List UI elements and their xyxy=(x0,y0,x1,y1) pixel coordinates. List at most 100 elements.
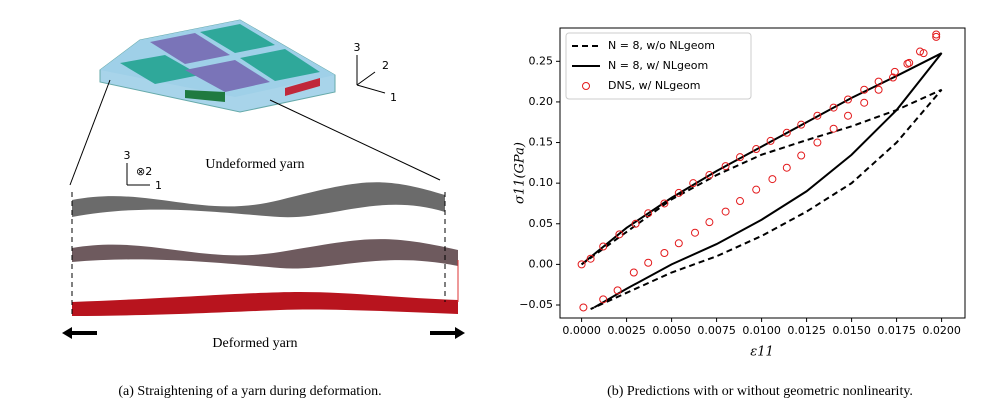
y-tick-label: 0.05 xyxy=(529,217,554,230)
data-point xyxy=(629,268,638,277)
x-tick-label: 0.0175 xyxy=(877,324,916,337)
yarn-intermediate xyxy=(72,239,458,269)
x-axis-label: ε11 xyxy=(750,345,774,360)
data-point xyxy=(736,197,744,206)
data-point xyxy=(932,30,941,39)
yarn-edge xyxy=(185,90,225,102)
data-point xyxy=(797,151,806,160)
data-point xyxy=(644,258,653,267)
data-point xyxy=(705,171,714,180)
y-tick-label: 0.25 xyxy=(529,54,554,67)
data-point xyxy=(768,175,777,184)
data-point xyxy=(874,85,883,94)
data-point xyxy=(599,242,608,251)
data-point xyxy=(860,85,869,94)
data-point xyxy=(586,254,595,263)
caption: (a) Straightening of a yarn during defor… xyxy=(118,384,381,399)
data-point xyxy=(579,303,588,312)
zoom-line xyxy=(269,99,441,181)
axis-glyph-label: 1 xyxy=(155,179,162,192)
undeformed-label: Undeformed yarn xyxy=(205,157,304,172)
caption: (b) Predictions with or without geometri… xyxy=(607,384,913,399)
yarn-edge xyxy=(285,78,320,96)
data-point xyxy=(844,95,852,104)
data-point xyxy=(874,77,883,86)
data-point xyxy=(919,49,928,58)
deformed-label: Deformed yarn xyxy=(212,336,297,351)
legend-label: N = 8, w/ NLgeom xyxy=(608,59,708,72)
x-tick-label: 0.0150 xyxy=(832,324,871,337)
data-point xyxy=(615,230,624,239)
x-tick-label: 0.0100 xyxy=(742,324,781,337)
data-point xyxy=(813,111,822,120)
data-point xyxy=(736,153,744,162)
data-point xyxy=(860,98,869,107)
data-point xyxy=(797,120,806,129)
yarn-patch xyxy=(150,33,230,64)
y-axis-label: σ11(GPa) xyxy=(513,142,528,204)
x-tick-label: 0.0000 xyxy=(562,324,601,337)
data-point xyxy=(691,228,699,237)
y-tick-label: 0.20 xyxy=(529,95,554,108)
data-point xyxy=(721,207,730,216)
axis-glyph-label: 3 xyxy=(354,41,361,54)
y-tick-label: 0.15 xyxy=(529,136,554,149)
data-point xyxy=(782,163,791,172)
illustration: 3 2 1 3 ⊗2 1 Undeformed yarn Deformed ya… xyxy=(62,19,465,351)
axis-glyph-label: 1 xyxy=(390,91,397,104)
data-point xyxy=(932,32,941,41)
legend-box xyxy=(565,32,752,100)
data-point xyxy=(890,67,899,76)
data-point xyxy=(752,185,761,194)
data-point xyxy=(829,124,838,133)
legend-label: DNS, w/ NLgeom xyxy=(608,79,700,92)
data-point xyxy=(916,47,924,56)
data-point xyxy=(644,209,653,218)
data-point xyxy=(844,111,852,120)
data-point xyxy=(813,138,822,147)
x-tick-label: 0.0200 xyxy=(922,324,961,337)
yarn-patch xyxy=(240,49,320,81)
yarn-deformed xyxy=(72,292,458,316)
data-point xyxy=(577,260,586,269)
x-tick-label: 0.0075 xyxy=(697,324,736,337)
axes-glyph xyxy=(126,55,386,186)
data-point xyxy=(829,103,838,112)
data-point xyxy=(752,145,761,154)
data-point xyxy=(613,286,622,295)
data-point xyxy=(889,73,897,82)
data-point xyxy=(674,239,683,248)
data-point xyxy=(766,136,775,145)
legend-label: N = 8, w/o NLgeom xyxy=(608,39,715,52)
legend-marker xyxy=(582,82,590,90)
axis-glyph-label: 3 xyxy=(124,149,131,162)
x-tick-label: 0.0050 xyxy=(652,324,691,337)
yarn-patch xyxy=(200,24,275,53)
y-tick-label: 0.00 xyxy=(529,257,554,270)
force-arrow xyxy=(62,327,97,339)
data-point xyxy=(782,128,791,137)
data-point xyxy=(631,219,640,228)
y-tick-label: 0.10 xyxy=(529,176,554,189)
plot-frame xyxy=(559,27,966,319)
yarn-patch xyxy=(120,55,200,84)
x-tick-label: 0.0025 xyxy=(607,324,646,337)
axis-glyph-label: 2 xyxy=(382,59,389,72)
line xyxy=(581,88,943,310)
data-point xyxy=(689,179,698,188)
data-point xyxy=(599,295,608,304)
yarn-undeformed xyxy=(72,182,445,218)
data-point xyxy=(721,162,730,171)
x-tick-label: 0.0125 xyxy=(787,324,826,337)
data-point xyxy=(705,218,714,227)
force-arrow xyxy=(430,327,465,339)
data-point xyxy=(660,249,669,258)
axis-glyph-label: ⊗2 xyxy=(136,165,152,178)
data-point xyxy=(674,188,683,197)
yarn-patch xyxy=(185,60,270,92)
line xyxy=(580,52,943,309)
data-point xyxy=(660,199,669,208)
zoom-line xyxy=(69,79,111,186)
